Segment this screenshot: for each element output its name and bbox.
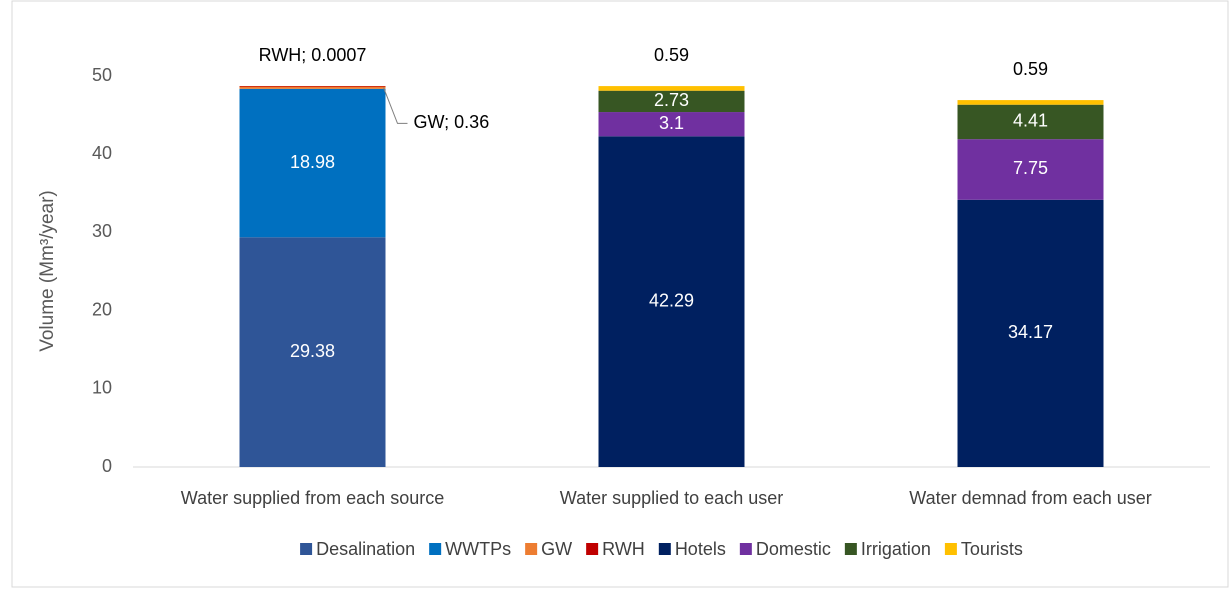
legend-label: Tourists bbox=[961, 539, 1023, 559]
legend-label: Irrigation bbox=[861, 539, 931, 559]
x-tick-label: Water supplied to each user bbox=[560, 488, 783, 508]
legend-label: GW bbox=[541, 539, 572, 559]
bar-segment bbox=[957, 104, 1104, 140]
data-label: GW; 0.36 bbox=[414, 112, 490, 132]
data-label: 3.1 bbox=[659, 113, 684, 133]
bar-segment bbox=[239, 86, 386, 89]
legend-label: Hotels bbox=[675, 539, 726, 559]
legend-swatch bbox=[944, 543, 957, 555]
bar-segment bbox=[598, 112, 745, 137]
chart-border bbox=[11, 0, 1229, 588]
data-label: RWH; 0.0007 bbox=[259, 45, 367, 65]
y-tick-label: 0 bbox=[102, 456, 112, 476]
data-label: 2.73 bbox=[654, 90, 689, 110]
data-label: 42.29 bbox=[649, 290, 694, 310]
data-label: 18.98 bbox=[290, 152, 335, 172]
bar-segment bbox=[957, 139, 1104, 200]
bar-segment bbox=[598, 86, 745, 91]
y-axis-label: Volume (Mm³/year) bbox=[37, 190, 58, 352]
legend-label: Desalination bbox=[316, 539, 415, 559]
x-tick-label: Water supplied from each source bbox=[181, 488, 444, 508]
bar-segment bbox=[598, 136, 745, 467]
bar-segment bbox=[957, 199, 1104, 468]
y-tick-label: 10 bbox=[92, 378, 112, 398]
data-label: 0.59 bbox=[654, 45, 689, 65]
y-tick-label: 30 bbox=[92, 221, 112, 241]
x-tick-label: Water demnad from each user bbox=[909, 488, 1151, 508]
legend-swatch bbox=[300, 543, 313, 555]
bar-segment bbox=[598, 90, 745, 113]
bar-segment bbox=[239, 86, 386, 87]
legend-label: RWH bbox=[602, 539, 645, 559]
legend-swatch bbox=[525, 543, 538, 555]
legend-label: WWTPs bbox=[445, 539, 511, 559]
bar-segment bbox=[957, 100, 1104, 105]
y-tick-label: 50 bbox=[92, 65, 112, 85]
legend-swatch bbox=[658, 543, 671, 555]
legend-swatch bbox=[844, 543, 857, 555]
leader-line bbox=[383, 87, 408, 124]
data-label: 0.59 bbox=[1013, 59, 1048, 79]
legend-swatch bbox=[586, 543, 599, 555]
bar-segment bbox=[239, 237, 386, 467]
legend-label: Domestic bbox=[756, 539, 831, 559]
legend-swatch bbox=[739, 543, 752, 555]
legend-swatch bbox=[429, 543, 442, 555]
data-label: 7.75 bbox=[1013, 158, 1048, 178]
y-tick-label: 20 bbox=[92, 299, 112, 319]
data-label: 4.41 bbox=[1013, 111, 1048, 131]
data-label: 29.38 bbox=[290, 341, 335, 361]
data-label: 34.17 bbox=[1008, 322, 1053, 342]
y-tick-label: 40 bbox=[92, 143, 112, 163]
bar-segment bbox=[239, 88, 386, 238]
